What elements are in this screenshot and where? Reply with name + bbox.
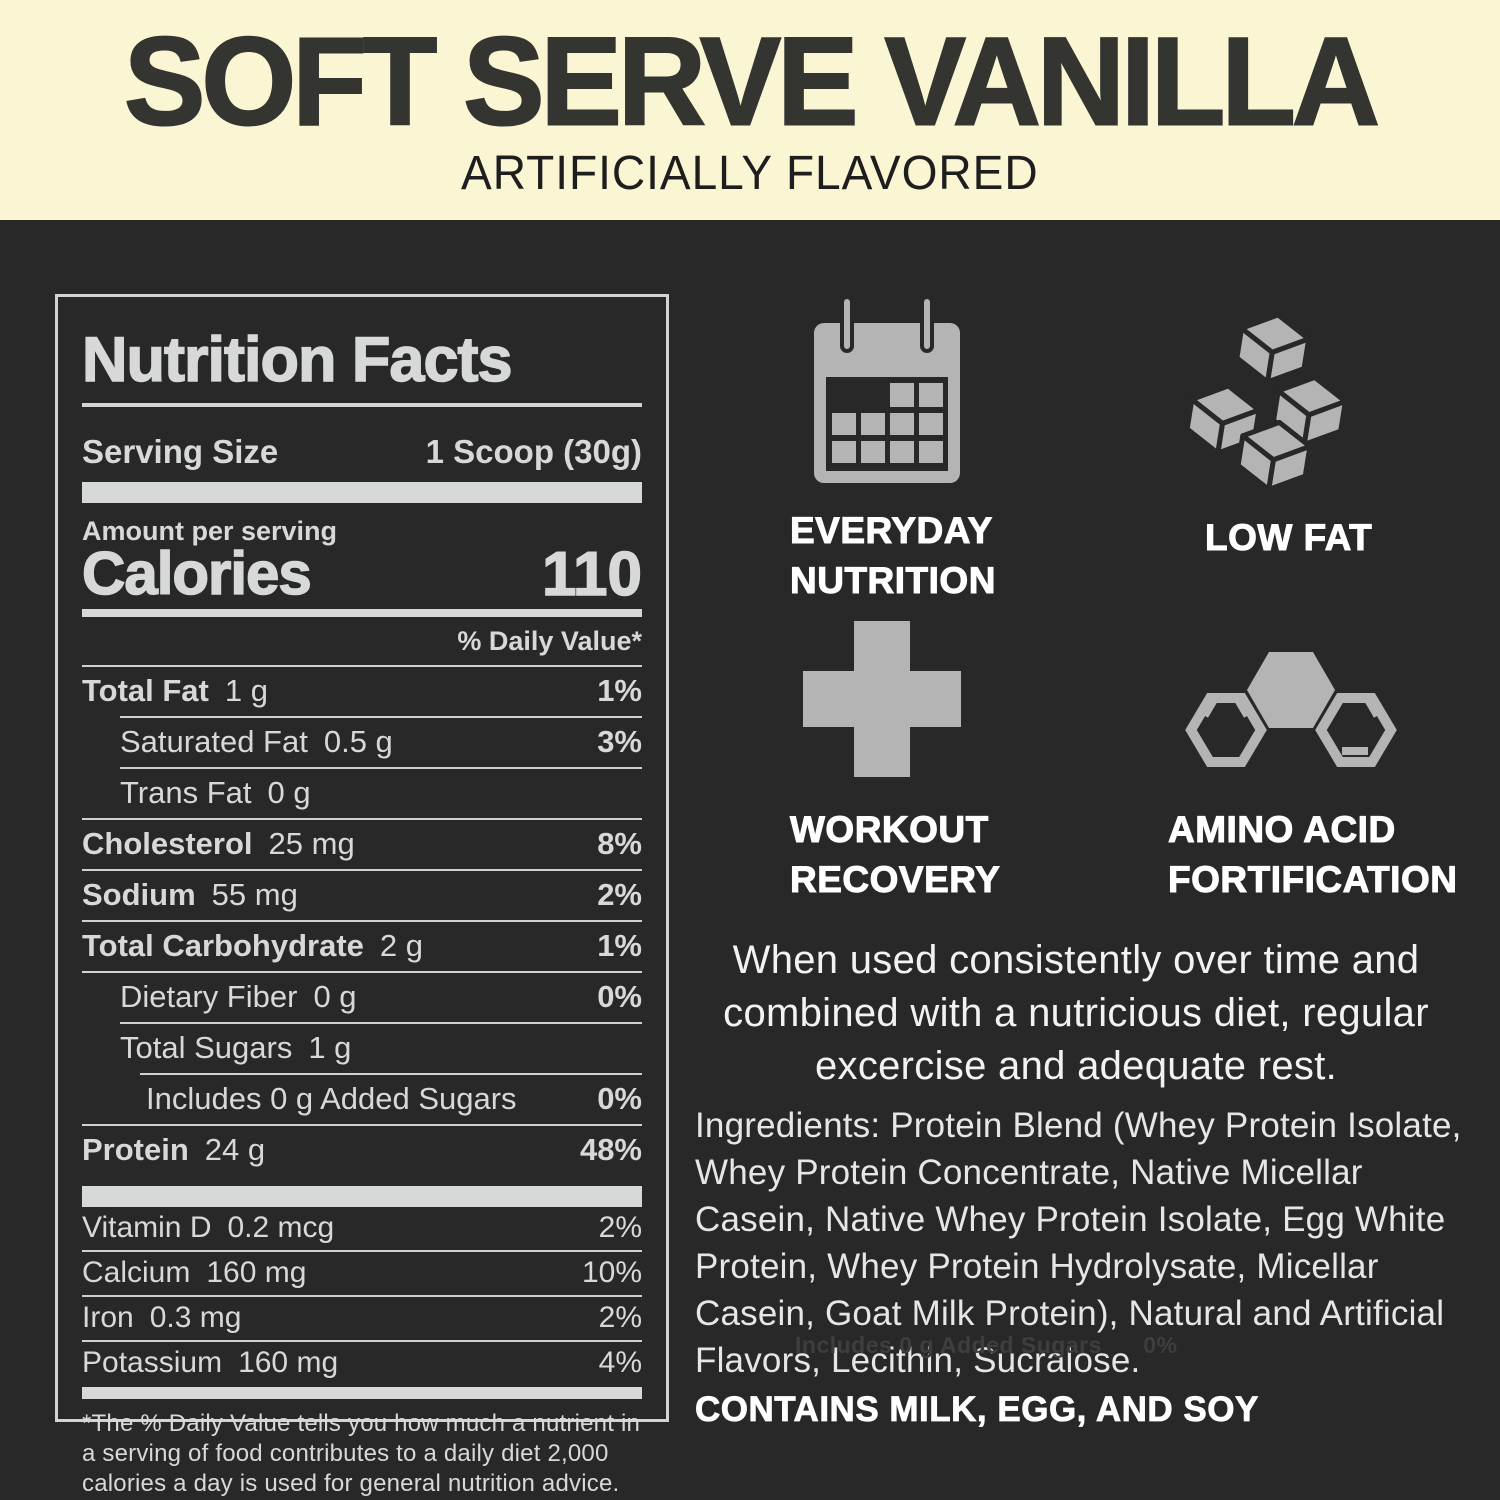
nutrient-row-sodium: Sodium 55 mg 2%	[82, 877, 642, 913]
serving-size-row: Serving Size 1 Scoop (30g)	[82, 433, 642, 471]
ghost-added-sugars-text: Includes 0 g Added Sugars 0%	[795, 1332, 1178, 1358]
calories-label: Calories	[81, 540, 312, 608]
serving-size-label: Serving Size	[82, 433, 279, 471]
feature-label-line: RECOVERY	[789, 859, 1001, 901]
feature-everyday-nutrition: EVERYDAY NUTRITION	[790, 295, 996, 606]
serving-size-value: 1 Scoop (30g)	[425, 433, 642, 471]
nutrient-row-saturated-fat: Saturated Fat 0.5 g 3%	[120, 724, 642, 760]
feature-workout-recovery: WORKOUT RECOVERY	[789, 620, 1001, 905]
calendar-icon	[812, 295, 996, 492]
amount-per-serving-label: Amount per serving	[82, 516, 338, 547]
nutrient-row-total-sugars: Total Sugars 1 g	[120, 1030, 352, 1066]
medical-cross-icon	[802, 620, 1000, 783]
thick-divider-bar	[82, 482, 642, 504]
amino-hexagons-icon	[1185, 648, 1397, 781]
nutrient-row-protein: Protein 24 g 48%	[82, 1132, 642, 1168]
nutrient-row-trans-fat: Trans Fat 0 g	[120, 775, 311, 811]
feature-label-line: FORTIFICATION	[1167, 859, 1458, 901]
thick-divider-bar	[82, 1186, 642, 1208]
feature-label-line: LOW FAT	[1204, 517, 1373, 559]
nutrient-row-dietary-fiber: Dietary Fiber 0 g 0%	[120, 979, 642, 1015]
daily-value-footnote: *The % Daily Value tells you how much a …	[82, 1410, 641, 1498]
calories-value: 110	[541, 540, 643, 610]
flavor-subtitle: ARTIFICIALLY FLAVORED	[461, 146, 1039, 200]
feature-label-line: EVERYDAY	[790, 510, 993, 552]
nutrient-row-total-fat: Total Fat 1 g 1%	[82, 673, 642, 709]
allergen-statement: CONTAINS MILK, EGG, AND SOY	[695, 1390, 1259, 1430]
feature-amino-acid: AMINO ACID FORTIFICATION	[1167, 620, 1458, 905]
feature-label-line: NUTRITION	[790, 560, 996, 602]
vitamin-row-iron: Iron 0.3 mg 2%	[82, 1301, 642, 1335]
nutrition-facts-title: Nutrition Facts	[81, 326, 642, 408]
marketing-paragraph: When used consistently over time and com…	[723, 938, 1429, 1088]
nutrient-row-added-sugars: Includes 0 g Added Sugars 0%	[146, 1081, 642, 1117]
medium-divider-bar	[82, 609, 642, 618]
vitamin-row-potassium: Potassium 160 mg 4%	[82, 1346, 642, 1380]
feature-low-fat: LOW FAT	[1184, 292, 1373, 563]
fat-cubes-icon	[1184, 292, 1372, 497]
nutrition-facts-panel: Nutrition Facts Serving Size 1 Scoop (30…	[55, 294, 669, 1497]
vitamin-row-calcium: Calcium 160 mg 10%	[82, 1256, 642, 1290]
label-body: Nutrition Facts Serving Size 1 Scoop (30…	[0, 220, 1500, 1500]
ingredients-paragraph: Ingredients: Protein Blend (Whey Protein…	[695, 1106, 1462, 1380]
flavor-banner: SOFT SERVE VANILLA ARTIFICIALLY FLAVORED	[0, 0, 1500, 220]
product-flavor-title: SOFT SERVE VANILLA	[123, 11, 1381, 152]
daily-value-header: % Daily Value*	[457, 626, 642, 657]
nutrient-row-cholesterol: Cholesterol 25 mg 8%	[82, 826, 642, 862]
feature-label-line: WORKOUT	[789, 809, 989, 851]
vitamin-row-vitamin-d: Vitamin D 0.2 mcg 2%	[82, 1211, 642, 1245]
feature-label-line: AMINO ACID	[1167, 809, 1396, 851]
nutrient-row-total-carbohydrate: Total Carbohydrate 2 g 1%	[82, 928, 642, 964]
footnote-divider-bar	[82, 1387, 642, 1400]
calories-row: Calories 110	[81, 540, 643, 610]
